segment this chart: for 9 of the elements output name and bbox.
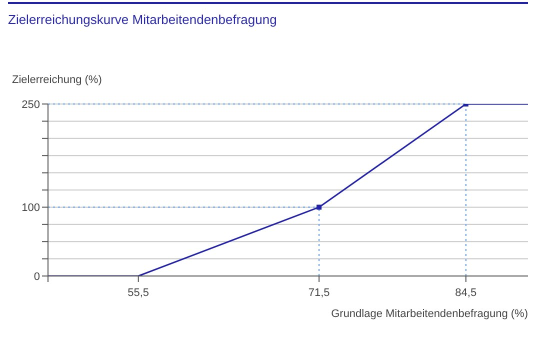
x-tick-label: 55,5 bbox=[128, 287, 150, 299]
y-tick-label: 0 bbox=[34, 270, 40, 283]
y-axis-title: Zielerreichung (%) bbox=[12, 74, 102, 86]
chart-title: Zielerreichungskurve Mitarbeitendenbefragung bbox=[8, 12, 277, 27]
y-tick-label: 250 bbox=[22, 98, 40, 111]
x-axis-title: Grundlage Mitarbeitendenbefragung (%) bbox=[331, 308, 528, 320]
x-tick-label: 84,5 bbox=[455, 287, 477, 299]
y-tick-label: 100 bbox=[22, 202, 40, 214]
x-tick-label: 71,5 bbox=[308, 287, 330, 299]
